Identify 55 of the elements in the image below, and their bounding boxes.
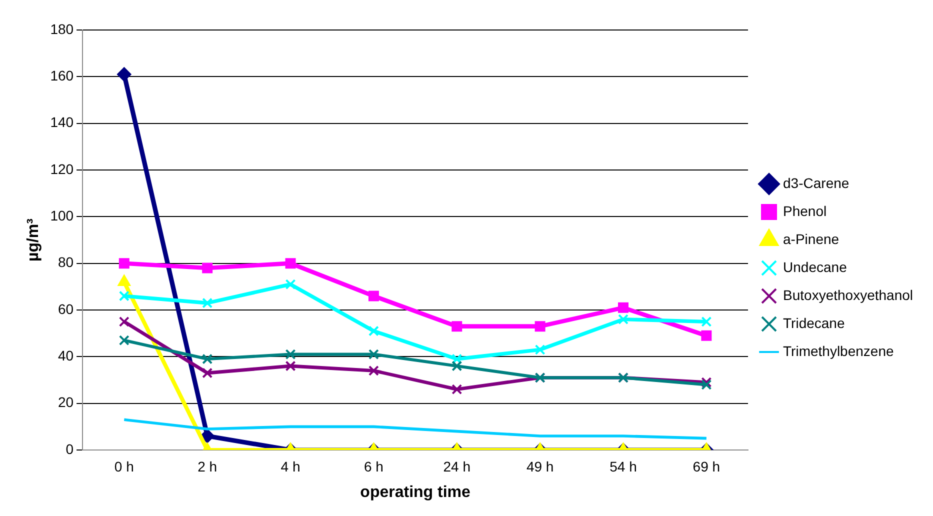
point [368,326,379,336]
x-tick-label: 4 h [280,458,300,474]
point [202,262,213,274]
point [452,321,462,332]
point [368,290,379,302]
y-tick-label: 100 [50,208,74,224]
x-tick-label: 49 h [526,458,554,474]
legend-label: Trimethylbenzene [783,342,894,359]
point [701,316,712,327]
x-tick-label: 2 h [198,458,218,474]
legend-label: Undecane [783,258,848,275]
legend-label: a-Pinene [783,230,840,247]
x-tick-label: 24 h [443,458,471,474]
point [285,349,296,360]
x-tick-label: 54 h [610,458,637,474]
point [534,344,546,355]
x-tick-label: 69 h [692,458,720,474]
y-tick-label: 120 [50,160,74,177]
y-tick-label: 20 [58,394,74,410]
point [285,258,296,269]
point [202,298,213,308]
point [534,321,546,332]
point [118,335,130,346]
point [618,302,628,313]
point [368,349,379,360]
point [452,354,462,364]
y-tick-label: 0 [66,440,74,457]
point [285,360,296,372]
point [701,330,712,341]
y-axis-title: µg/m³ [25,218,42,262]
y-tick-label: 180 [50,20,74,37]
y-tick-label: 140 [50,114,74,130]
point [118,290,130,302]
y-tick-label: 160 [50,68,74,84]
legend-label: d3-Carene [783,174,850,191]
legend-label: Phenol [783,202,827,219]
point [118,258,130,269]
y-tick-label: 60 [58,300,74,317]
legend-label: Butoxyethoxyethanol [783,286,914,303]
x-axis-title: operating time [360,484,471,501]
point [452,384,462,395]
point [200,429,214,443]
point [285,279,296,290]
x-tick-label: 6 h [364,458,384,474]
point [202,354,213,364]
point [368,365,379,376]
point [202,368,213,378]
point [118,316,130,327]
point [117,67,132,82]
y-tick-label: 80 [58,254,74,270]
point [618,314,628,325]
point [452,360,462,372]
legend-label: Tridecane [783,314,845,331]
y-tick-label: 40 [58,348,74,364]
x-tick-label: 0 h [114,458,134,474]
